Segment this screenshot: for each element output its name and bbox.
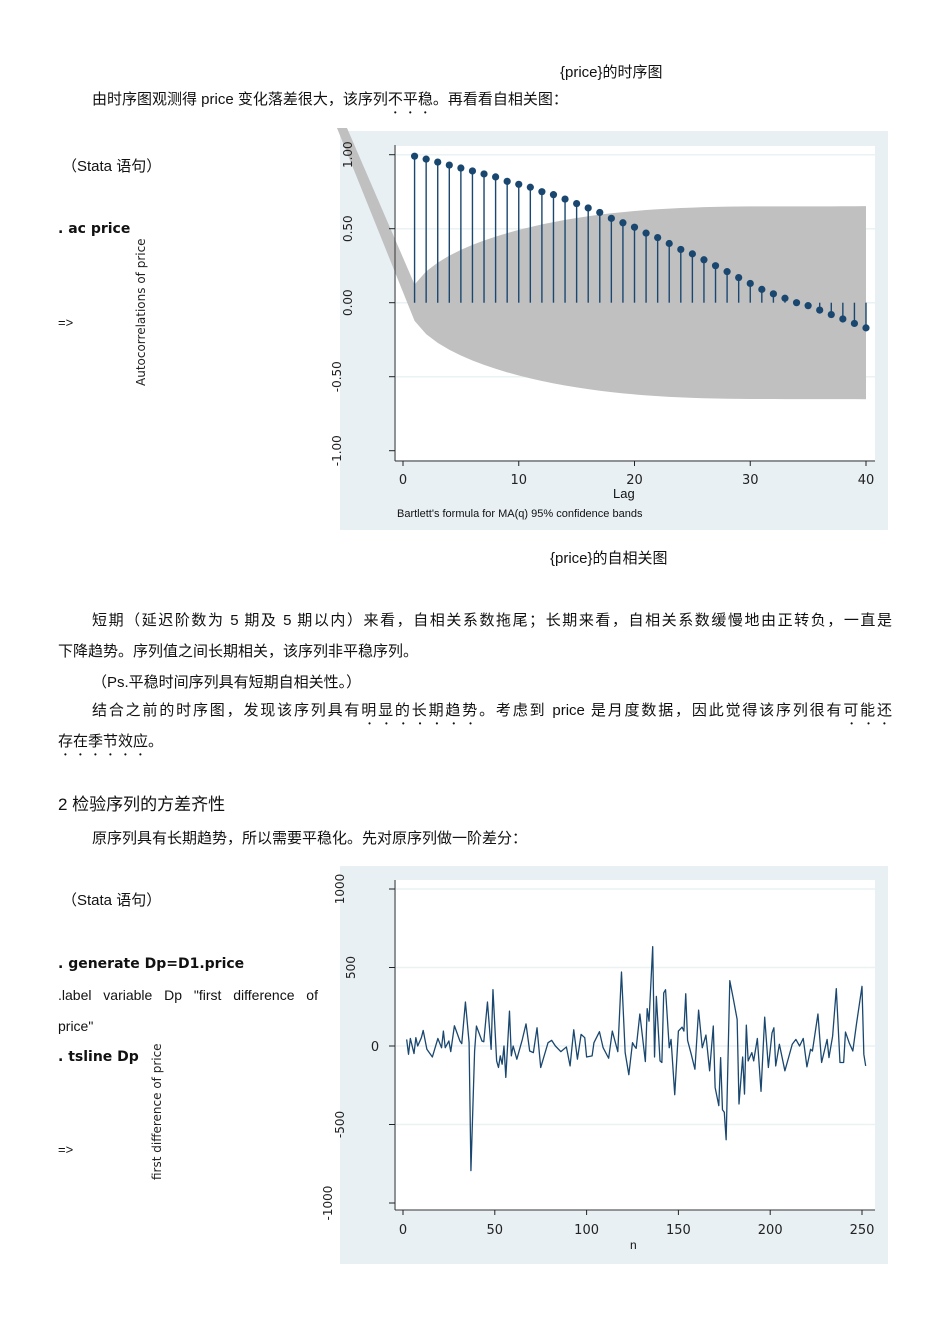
acf-point-lag-18 [607, 214, 615, 222]
acf-point-lag-7 [480, 170, 488, 178]
acf-point-lag-27 [711, 262, 720, 270]
text-emphasis: 明显的长期趋势 [361, 702, 480, 719]
acf-point-lag-22 [654, 233, 662, 242]
x-tick-label: 50 [487, 1223, 504, 1238]
acf-point-lag-24 [677, 245, 685, 254]
y-tick-label: 0.00 [341, 289, 355, 316]
acf-point-lag-16 [584, 204, 592, 212]
x-tick-label: 30 [742, 473, 759, 488]
acf-chart: 1.00 0.50 0.00 -0.50 -1.00 0 10 20 30 40 [330, 128, 875, 488]
acf-point-lag-17 [596, 208, 604, 217]
x-tick-label: 0 [399, 473, 407, 488]
stata-command-tsline: . tsline Dp [58, 1049, 139, 1065]
section2-intro: 原序列具有长期趋势，所以需要平稳化。先对原序列做一阶差分： [92, 830, 528, 847]
acf-point-lag-25 [688, 250, 696, 258]
acf-point-lag-6 [468, 167, 477, 175]
analysis-line-1: 短期（延迟阶数为 5 期及 5 期以内）来看，自相关系数拖尾；长期来看，自相关系… [92, 612, 892, 629]
acf-point-lag-30 [746, 279, 754, 288]
dp-xlabel: n [630, 1238, 637, 1252]
text-emphasis: 可能还 [843, 702, 892, 719]
acf-point-lag-14 [561, 195, 569, 203]
acf-point-lag-37 [827, 310, 835, 319]
acf-point-lag-39 [850, 319, 859, 328]
acf-xlabel: Lag [613, 486, 635, 501]
stata-command-generate: . generate Dp=D1.price [58, 956, 245, 972]
intro-text-end: 。再看看自相关图： [432, 91, 568, 108]
acf-point-lag-1 [410, 152, 419, 160]
analysis-line-2: 下降趋势。序列值之间长期相关，该序列非平稳序列。 [58, 643, 419, 660]
acf-point-lag-11 [526, 183, 534, 191]
stata-label-2: （Stata 语句） [62, 892, 162, 909]
y-tick-label: -0.50 [330, 361, 344, 392]
analysis-line-4: 结合之前的时序图，发现该序列具有明显的长期趋势。考虑到 price 是月度数据，… [92, 701, 892, 728]
acf-point-lag-15 [573, 199, 581, 208]
acf-point-lag-8 [492, 173, 500, 181]
y-tick-label: 500 [344, 956, 358, 979]
text-seg: 。 [148, 733, 164, 750]
acf-point-lag-28 [723, 268, 731, 276]
y-tick-label: 0.50 [341, 215, 355, 242]
acf-point-lag-29 [735, 273, 743, 282]
y-tick-label: -1000 [321, 1186, 335, 1221]
acf-point-lag-9 [503, 177, 511, 185]
x-tick-label: 0 [399, 1223, 407, 1238]
plot-area [396, 880, 875, 1210]
section-heading: 2 检验序列的方差齐性 [58, 795, 226, 814]
arrow-text-2: => [58, 1142, 74, 1157]
acf-point-lag-40 [862, 324, 870, 332]
y-tick-label: 0 [371, 1040, 379, 1055]
acf-point-lag-21 [642, 229, 650, 237]
stata-label: （Stata 语句） [62, 158, 162, 175]
stata-command-label-cont: price" [58, 1018, 94, 1034]
y-tick-label: -500 [333, 1111, 347, 1138]
acf-point-lag-13 [549, 191, 558, 199]
dp-chart: 1000 500 0 -500 -1000 0 50 100 150 200 250 [321, 874, 875, 1238]
acf-point-lag-26 [700, 256, 708, 264]
acf-point-lag-2 [422, 155, 430, 163]
acf-point-lag-10 [515, 180, 523, 188]
x-tick-label: 250 [850, 1223, 875, 1238]
x-tick-label: 10 [510, 473, 527, 488]
y-tick-label: 1.00 [341, 141, 355, 168]
acf-point-lag-3 [434, 158, 442, 166]
acf-point-lag-38 [839, 315, 847, 323]
timeseries-caption: {price}的时序图 [560, 64, 663, 81]
x-tick-label: 200 [758, 1223, 783, 1238]
text-seg: 结合之前的时序图，发现该序列具有 [92, 702, 362, 719]
x-tick-label: 100 [574, 1223, 599, 1238]
acf-point-lag-36 [816, 306, 824, 314]
arrow-text: => [58, 315, 74, 330]
text-seg: 。考虑到 price 是月度数据，因此觉得该序列很有 [479, 702, 844, 719]
x-tick-label: 20 [626, 473, 643, 488]
intro-paragraph: 由时序图观测得 price 变化落差很大，该序列不平稳。再看看自相关图： [92, 90, 568, 117]
acf-note: Bartlett's formula for MA(q) 95% confide… [397, 508, 643, 520]
dp-series-line [406, 945, 867, 1172]
stata-command-ac: . ac price [58, 221, 131, 237]
acf-point-lag-33 [781, 294, 789, 302]
acf-point-lag-20 [630, 223, 639, 231]
acf-point-lag-19 [619, 219, 627, 227]
x-tick-label: 40 [858, 473, 875, 488]
analysis-line-5: 存在季节效应。 [58, 732, 163, 759]
acf-point-lag-31 [758, 285, 766, 293]
acf-point-lag-4 [445, 161, 453, 169]
analysis-line-3: （Ps.平稳时间序列具有短期自相关性。） [92, 674, 362, 691]
y-tick-label: 1000 [333, 874, 347, 905]
acf-point-lag-23 [665, 239, 673, 248]
y-tick-label: -1.00 [330, 435, 344, 466]
acf-point-lag-32 [769, 290, 778, 298]
confidence-band [337, 128, 866, 400]
acf-point-lag-34 [792, 299, 801, 307]
acf-point-lag-12 [538, 188, 546, 196]
intro-text: 由时序图观测得 price 变化落差很大，该序列 [92, 91, 388, 108]
text-emphasis: 存在季节效应 [58, 733, 149, 750]
acf-point-lag-5 [457, 164, 465, 172]
intro-emphasis: 不平稳 [387, 91, 433, 108]
acf-point-lag-35 [804, 302, 812, 310]
acf-caption: {price}的自相关图 [550, 550, 668, 567]
stata-command-label: .label variable Dp "first difference of [58, 987, 318, 1003]
x-tick-label: 150 [666, 1223, 691, 1238]
